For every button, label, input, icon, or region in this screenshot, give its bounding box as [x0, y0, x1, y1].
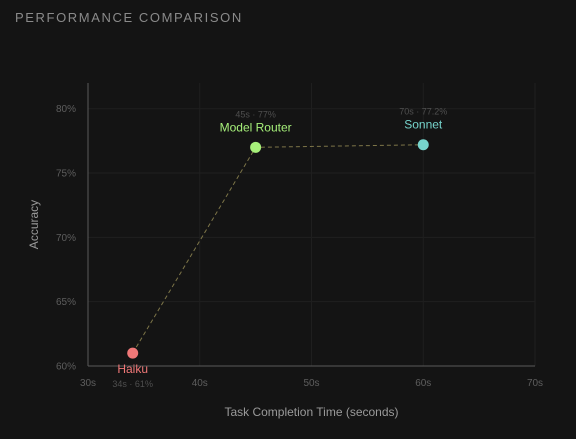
y-tick-label: 80% — [56, 104, 76, 115]
sonnet-point — [417, 139, 429, 151]
haiku-point — [127, 347, 139, 359]
x-axis-title: Task Completion Time (seconds) — [224, 405, 398, 419]
x-tick-label: 50s — [303, 378, 319, 389]
y-tick-label: 70% — [56, 233, 76, 244]
haiku-label: Haiku — [117, 362, 148, 376]
x-tick-label: 70s — [527, 378, 543, 389]
model-router-point — [250, 141, 262, 153]
y-tick-label: 65% — [56, 297, 76, 308]
axes — [87, 83, 535, 367]
grid-lines — [88, 83, 536, 366]
model-router-label: Model Router — [220, 120, 292, 134]
panel-title: PERFORMANCE COMPARISON — [15, 10, 243, 25]
y-axis-title: Accuracy — [27, 200, 41, 249]
y-tick-label: 75% — [56, 169, 76, 180]
sonnet-value-label: 70s · 77.2% — [399, 107, 447, 117]
haiku-value-label: 34s · 61% — [112, 379, 153, 389]
connector-line — [132, 144, 424, 354]
tick-labels: 30s 40s 50s 60s 70s 60% 65% 70% 75% 80% — [56, 104, 543, 389]
model-router-value-label: 45s · 77% — [235, 109, 276, 119]
y-tick-label: 60% — [56, 362, 76, 373]
sonnet-label: Sonnet — [404, 118, 443, 132]
x-tick-label: 40s — [192, 378, 208, 389]
x-tick-label: 30s — [80, 378, 96, 389]
x-tick-label: 60s — [415, 378, 431, 389]
